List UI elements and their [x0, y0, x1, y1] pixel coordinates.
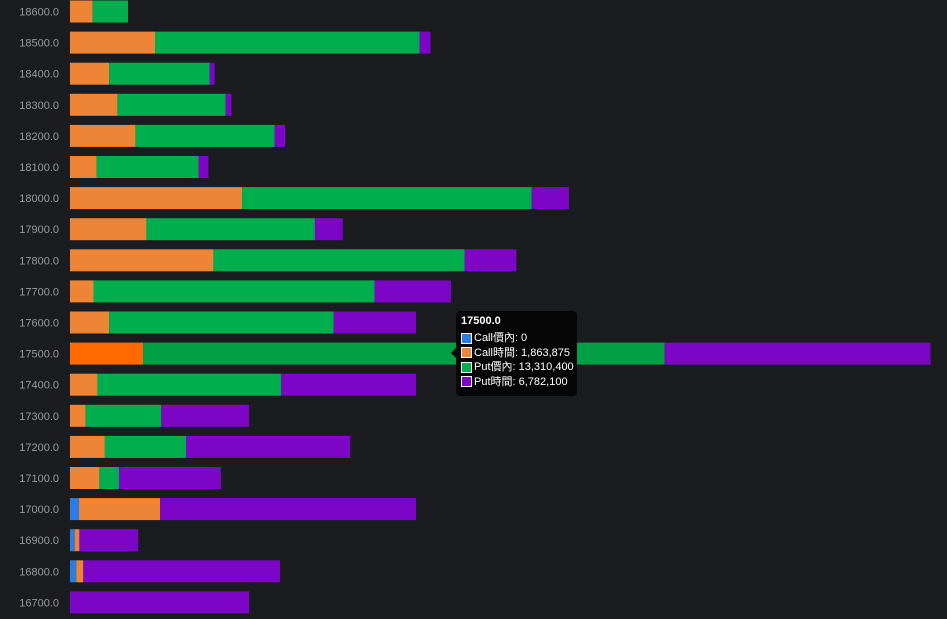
bar-segment-call-in-the-money[interactable]	[70, 498, 80, 521]
tooltip-row-call-time: Call時間: 1,863,875	[461, 346, 572, 361]
y-tick-label: 17500.0	[19, 349, 59, 361]
bar-segment-put-time-value[interactable]	[464, 249, 517, 272]
bar-segment-call-time-value[interactable]	[70, 156, 97, 178]
bar-segment-put-time-value[interactable]	[118, 467, 221, 489]
bar-segment-put-in-the-money[interactable]	[242, 187, 532, 210]
bar-segment-put-time-value[interactable]	[274, 124, 286, 147]
bar-segment-call-in-the-money[interactable]	[70, 529, 75, 552]
bar-segment-put-time-value[interactable]	[314, 218, 343, 241]
bar-segment-put-in-the-money[interactable]	[109, 311, 334, 334]
bar-segment-put-in-the-money[interactable]	[143, 342, 665, 365]
y-axis-tick-labels: 18600.0 18500.0 18400.0 18300.0 18200.0 18100…	[19, 7, 59, 610]
y-tick-label: 18600.0	[19, 7, 59, 19]
bar-segment-put-in-the-money[interactable]	[135, 124, 275, 147]
tooltip-row-put-itm: Put價內: 13,310,400	[461, 360, 574, 375]
bar-segment-put-time-value[interactable]	[374, 280, 451, 303]
bar-segment-put-in-the-money[interactable]	[109, 62, 210, 85]
bar-segment-put-in-the-money[interactable]	[92, 0, 128, 23]
bar-segment-call-time-value[interactable]	[70, 404, 86, 427]
bar-segment-call-time-value[interactable]	[70, 0, 93, 23]
bar-segment-put-time-value[interactable]	[79, 529, 139, 552]
bar-segment-call-time-value[interactable]	[70, 31, 156, 54]
tooltip-caret	[451, 348, 456, 358]
bar-segment-call-in-the-money[interactable]	[70, 560, 77, 583]
bar-segment-put-time-value[interactable]	[225, 93, 232, 116]
y-tick-label: 18000.0	[19, 193, 59, 205]
y-tick-label: 18100.0	[19, 162, 59, 174]
y-tick-label: 17300.0	[19, 411, 59, 423]
bar-segment-call-time-value[interactable]	[70, 373, 98, 396]
y-tick-label: 17900.0	[19, 224, 59, 236]
tooltip-swatch	[461, 361, 472, 373]
y-tick-label: 17100.0	[19, 473, 59, 485]
tooltip-row-call-itm: Call價內: 0	[461, 331, 572, 346]
bar-segment-call-time-value[interactable]	[70, 467, 100, 489]
bar-segment-put-in-the-money[interactable]	[104, 435, 186, 458]
y-tick-label: 17700.0	[19, 286, 59, 298]
y-tick-label: 17800.0	[19, 255, 59, 267]
bar-segment-call-time-value[interactable]	[70, 280, 94, 303]
bar-segment-put-in-the-money[interactable]	[96, 156, 199, 178]
bar-segment-put-time-value[interactable]	[209, 62, 215, 85]
bar-segment-call-time-value[interactable]	[70, 187, 243, 210]
bar-segment-put-time-value[interactable]	[333, 311, 417, 334]
bar-segment-put-time-value[interactable]	[198, 156, 209, 178]
y-tick-label: 18300.0	[19, 100, 59, 112]
bar-segment-put-time-value[interactable]	[664, 342, 931, 365]
bar-segment-put-in-the-money[interactable]	[85, 404, 162, 427]
tooltip-swatch	[461, 376, 472, 388]
bar-segment-put-in-the-money[interactable]	[99, 467, 119, 489]
bar-segment-put-in-the-money[interactable]	[146, 218, 315, 241]
y-tick-label: 18400.0	[19, 69, 59, 81]
tooltip-row-text: Call時間: 1,863,875	[474, 346, 570, 359]
y-tick-label: 18200.0	[19, 131, 59, 143]
bar-segment-put-time-value[interactable]	[531, 187, 569, 210]
tooltip-row-text: Put價內: 13,310,400	[474, 361, 574, 373]
y-tick-label: 16900.0	[19, 535, 59, 547]
y-tick-label: 18500.0	[19, 38, 59, 50]
tooltip: 17500.0 Call價內: 0 Call時間: 1,863,875 Put價…	[451, 311, 577, 396]
bar-segment-put-in-the-money[interactable]	[117, 93, 226, 116]
bar-segment-call-time-value[interactable]	[70, 93, 118, 116]
bar-segment-call-time-value[interactable]	[70, 311, 110, 334]
bar-segment-call-time-value[interactable]	[70, 62, 110, 85]
bar-segment-call-time-value[interactable]	[76, 560, 84, 583]
bar-segment-put-time-value[interactable]	[419, 31, 431, 54]
y-tick-label: 16700.0	[19, 597, 59, 609]
tooltip-row-text: Put時間: 6,782,100	[474, 375, 568, 388]
bar-segment-put-in-the-money[interactable]	[155, 31, 420, 54]
bar-segment-call-time-value[interactable]	[70, 249, 214, 272]
bar-segment-put-time-value[interactable]	[160, 498, 417, 521]
bar-segment-put-in-the-money[interactable]	[97, 373, 282, 396]
bar-segment-call-time-value[interactable]	[70, 218, 147, 241]
bar-segment-call-time-value[interactable]	[74, 529, 80, 552]
bars-layer	[70, 0, 931, 614]
tooltip-row-put-time: Put時間: 6,782,100	[461, 375, 572, 390]
y-tick-label: 17600.0	[19, 318, 59, 330]
bar-segment-put-time-value[interactable]	[186, 435, 351, 458]
bar-segment-put-time-value[interactable]	[83, 560, 281, 583]
y-tick-label: 16800.0	[19, 566, 59, 578]
bar-segment-call-time-value[interactable]	[70, 124, 136, 147]
tooltip-row-text: Call價內: 0	[474, 332, 528, 344]
bar-segment-call-time-value[interactable]	[79, 498, 161, 521]
bar-segment-put-time-value[interactable]	[70, 591, 250, 614]
bar-segment-put-time-value[interactable]	[161, 404, 250, 427]
tooltip-swatch	[461, 332, 472, 344]
y-tick-label: 17200.0	[19, 442, 59, 454]
bar-segment-put-in-the-money[interactable]	[213, 249, 465, 272]
tooltip-swatch	[461, 347, 472, 359]
y-tick-label: 17400.0	[19, 380, 59, 392]
tooltip-title: 17500.0	[461, 315, 501, 327]
bar-segment-put-in-the-money[interactable]	[93, 280, 375, 303]
bar-segment-put-time-value[interactable]	[281, 373, 417, 396]
bar-segment-call-time-value[interactable]	[70, 342, 144, 365]
bar-segment-call-time-value[interactable]	[70, 435, 105, 458]
y-tick-label: 17000.0	[19, 504, 59, 516]
